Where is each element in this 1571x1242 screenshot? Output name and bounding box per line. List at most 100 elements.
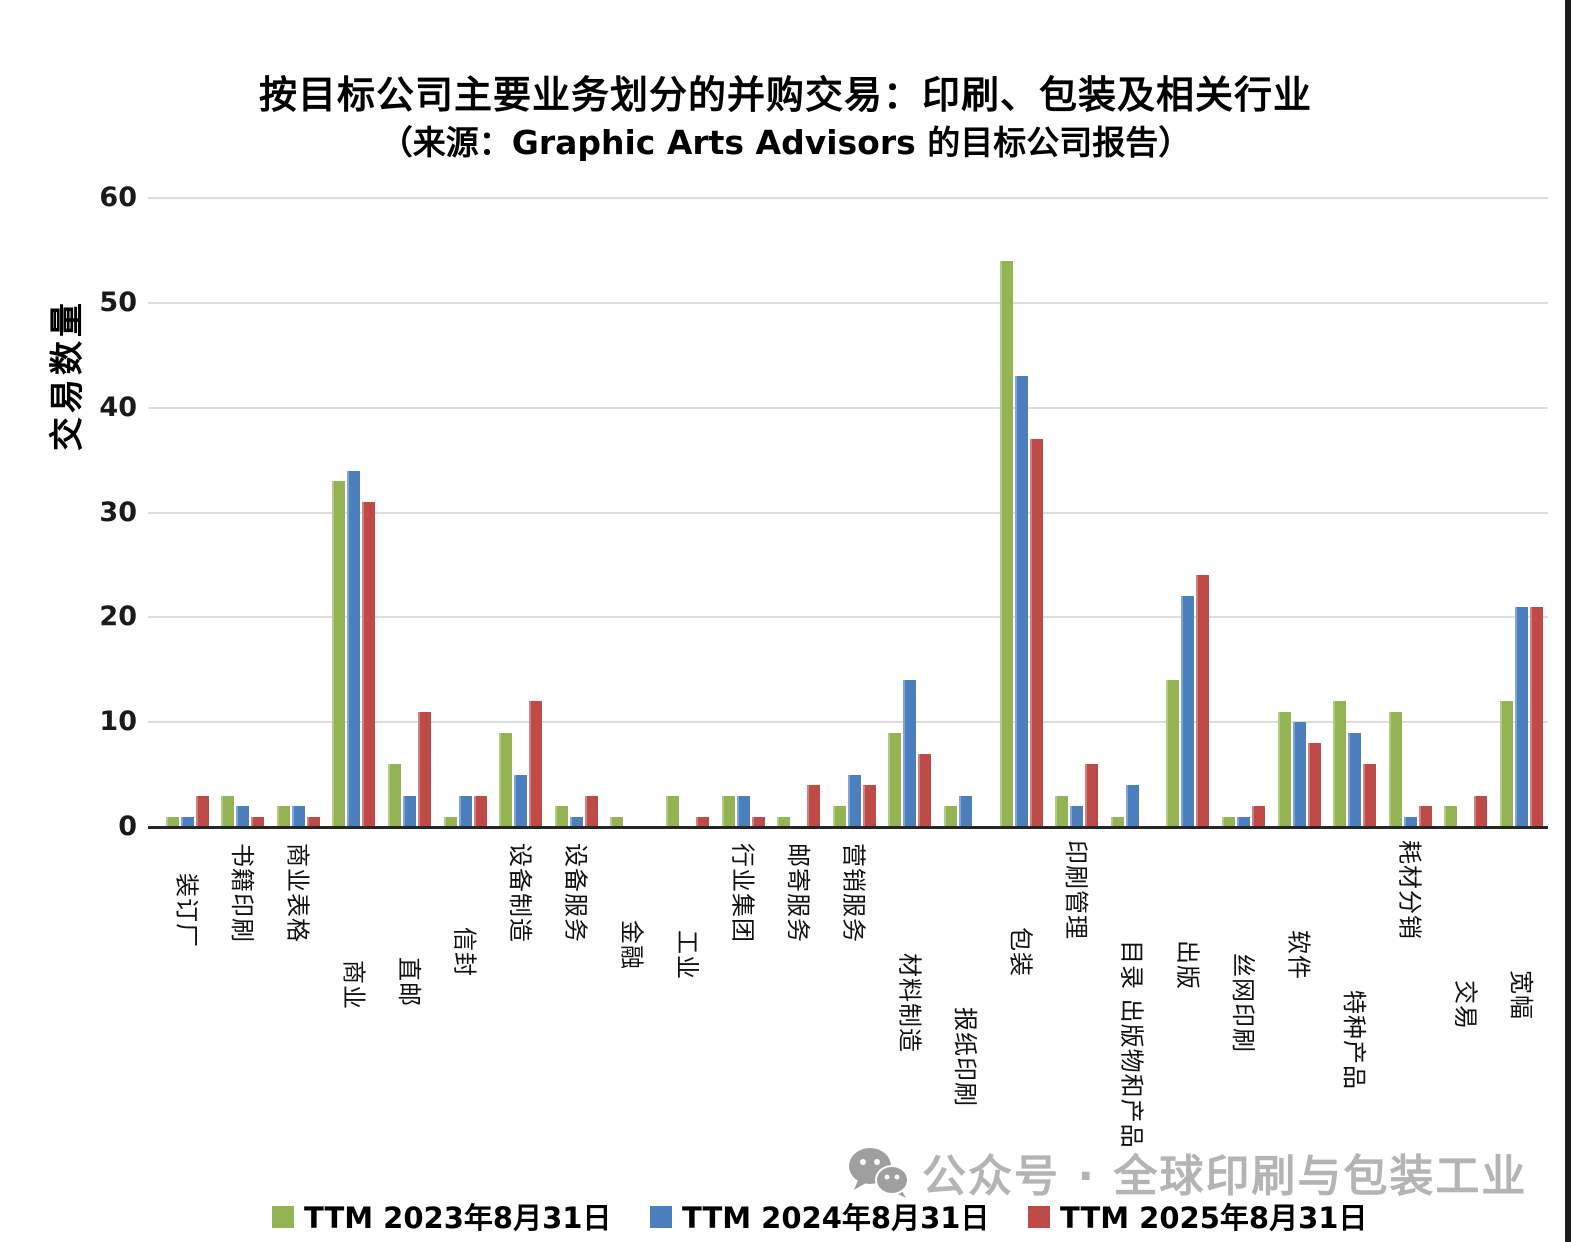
bar-series2-材料制造 (903, 680, 917, 827)
bar-series1-设备制造 (499, 732, 513, 827)
x-tick-label-信封: 信封 (450, 927, 479, 977)
x-tick-label-印刷管理: 印刷管理 (1062, 840, 1091, 940)
bar-series3-耗材分销 (1418, 806, 1432, 827)
bar-series3-设备制造 (529, 701, 543, 827)
bar-series2-宽幅 (1514, 606, 1528, 827)
bar-series1-宽幅 (1499, 701, 1513, 827)
bar-series3-营销服务 (862, 785, 876, 827)
page-right-edge-strip (1565, 0, 1571, 1242)
bar-series3-交易 (1474, 795, 1488, 827)
bar-series3-印刷管理 (1085, 764, 1099, 827)
bar-series2-商业 (347, 470, 361, 827)
y-tick-label-30: 30 (99, 496, 137, 528)
bar-series1-软件 (1277, 711, 1291, 827)
legend-swatch-2 (650, 1206, 672, 1228)
x-tick-label-营销服务: 营销服务 (839, 843, 868, 943)
bar-series1-商业 (332, 481, 346, 827)
x-tick-label-金融: 金融 (617, 920, 646, 970)
bar-series1-设备服务 (554, 806, 568, 827)
bar-series1-特种产品 (1333, 701, 1347, 827)
x-tick-label-工业: 工业 (672, 930, 701, 980)
bar-series2-设备服务 (569, 816, 583, 827)
bar-series3-商业 (362, 502, 376, 827)
x-axis-line (148, 826, 1548, 829)
watermark: 公众号 · 全球印刷与包装工业 (848, 1140, 1527, 1204)
bar-series3-宽幅 (1529, 606, 1543, 827)
gridline-50 (148, 301, 1548, 304)
y-tick-label-20: 20 (99, 601, 137, 633)
legend-label-3: TTM 2025年8月31日 (1060, 1201, 1368, 1235)
bar-series1-行业集团 (721, 795, 735, 827)
legend-swatch-1 (272, 1206, 294, 1228)
bar-series2-商业表格 (291, 806, 305, 827)
bar-series3-书籍印刷 (251, 816, 265, 827)
bar-series2-装订厂 (180, 816, 194, 827)
watermark-text: 公众号 · 全球印刷与包装工业 (922, 1151, 1528, 1202)
bar-series2-行业集团 (736, 795, 750, 827)
x-tick-label-设备服务: 设备服务 (561, 843, 590, 943)
bar-series1-商业表格 (276, 806, 290, 827)
bar-series2-营销服务 (847, 774, 861, 827)
bar-series2-信封 (458, 795, 472, 827)
bar-series2-特种产品 (1348, 732, 1362, 827)
bar-series2-报纸印刷 (958, 795, 972, 827)
bar-series1-工业 (665, 795, 679, 827)
bar-series2-印刷管理 (1070, 806, 1084, 827)
bar-series1-丝网印刷 (1221, 816, 1235, 827)
x-tick-label-宽幅: 宽幅 (1506, 970, 1535, 1020)
bar-series1-包装 (999, 260, 1013, 827)
bar-series3-软件 (1307, 743, 1321, 827)
x-tick-label-装订厂: 装订厂 (172, 873, 201, 948)
bar-series2-出版 (1181, 596, 1195, 827)
x-tick-label-耗材分销: 耗材分销 (1395, 840, 1424, 940)
x-tick-label-软件: 软件 (1284, 930, 1313, 980)
x-tick-label-行业集团: 行业集团 (728, 843, 757, 943)
x-tick-label-邮寄服务: 邮寄服务 (784, 843, 813, 943)
y-tick-label-10: 10 (99, 706, 137, 738)
bar-series2-书籍印刷 (236, 806, 250, 827)
bar-series3-丝网印刷 (1251, 806, 1265, 827)
gridline-60 (148, 197, 1548, 200)
bar-series3-工业 (695, 816, 709, 827)
bar-series1-报纸印刷 (943, 806, 957, 827)
bar-series3-邮寄服务 (807, 785, 821, 827)
bar-series1-营销服务 (832, 806, 846, 827)
bar-series1-信封 (443, 816, 457, 827)
bar-series3-出版 (1196, 575, 1210, 827)
bar-series2-软件 (1292, 722, 1306, 827)
x-tick-label-书籍印刷: 书籍印刷 (228, 843, 257, 943)
chart-subtitle: （来源：Graphic Arts Advisors 的目标公司报告） (379, 123, 1192, 162)
bar-series3-行业集团 (751, 816, 765, 827)
bar-series1-直邮 (387, 764, 401, 827)
legend-label-1: TTM 2023年8月31日 (304, 1201, 612, 1235)
bar-series3-商业表格 (306, 816, 320, 827)
x-tick-label-商业: 商业 (339, 960, 368, 1010)
x-tick-label-包装: 包装 (1006, 927, 1035, 977)
gridline-30 (148, 511, 1548, 514)
x-tick-label-设备制造: 设备制造 (506, 843, 535, 943)
y-tick-label-60: 60 (99, 182, 137, 214)
bar-series3-信封 (473, 795, 487, 827)
bar-series2-设备制造 (514, 774, 528, 827)
x-tick-label-直邮: 直邮 (394, 957, 423, 1007)
x-tick-label-交易: 交易 (1451, 980, 1480, 1030)
x-tick-label-出版: 出版 (1173, 940, 1202, 990)
bar-series3-特种产品 (1363, 764, 1377, 827)
bar-series1-目录-出版物和产品 (1110, 816, 1124, 827)
bar-series2-丝网印刷 (1236, 816, 1250, 827)
legend-label-2: TTM 2024年8月31日 (682, 1201, 990, 1235)
bar-series1-装订厂 (165, 816, 179, 827)
gridline-10 (148, 721, 1548, 724)
bar-series2-包装 (1014, 376, 1028, 827)
x-tick-label-目录-出版物和产品: 目录 出版物和产品 (1117, 940, 1146, 1149)
y-tick-label-0: 0 (118, 811, 137, 842)
bar-series2-直邮 (402, 795, 416, 827)
chart-title: 按目标公司主要业务划分的并购交易：印刷、包装及相关行业 (258, 73, 1312, 117)
bar-series3-材料制造 (918, 753, 932, 827)
bar-series2-耗材分销 (1403, 816, 1417, 827)
